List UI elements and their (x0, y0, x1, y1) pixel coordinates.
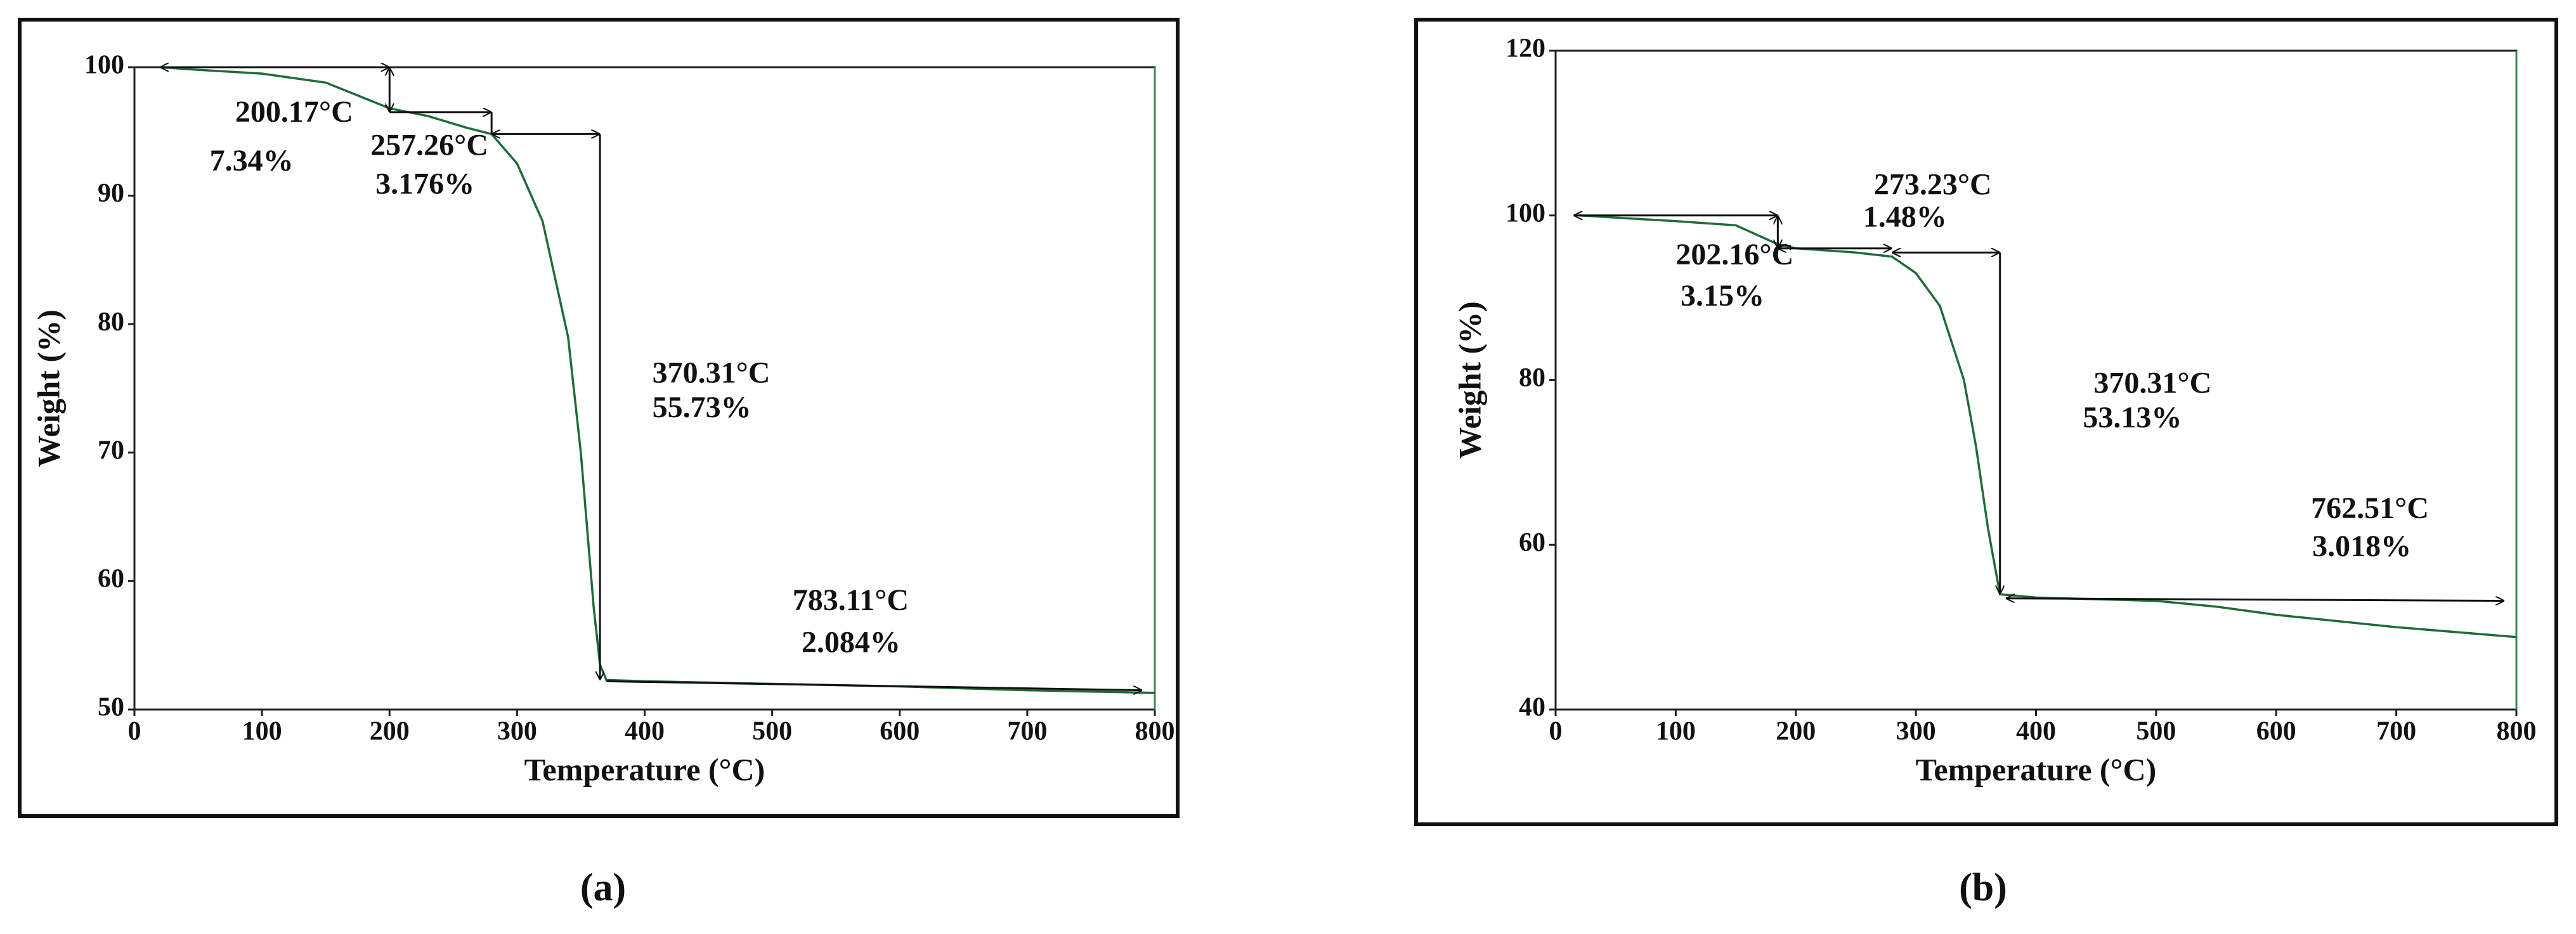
x-tick-label: 300 (1896, 717, 1936, 746)
annotation: 7.34% (210, 144, 294, 178)
x-tick-label: 300 (497, 717, 537, 746)
y-axis-title: Weight (%) (30, 309, 66, 467)
x-tick-label: 500 (752, 717, 792, 746)
panel-label: (b) (1959, 866, 2007, 909)
annotation: 3.176% (375, 167, 474, 200)
annotation: 762.51°C (2311, 491, 2429, 525)
annotation: 273.23°C (1874, 168, 1992, 202)
x-tick-label: 0 (128, 717, 141, 746)
annotation: 2.084% (802, 626, 901, 659)
annotation: 3.15% (1681, 279, 1764, 313)
x-tick-label: 700 (1007, 717, 1047, 746)
panel: 0 100 200 300 400 500 600 700 800 40 60 80 100 120 Tem… (1414, 18, 2558, 909)
x-tick-label: 200 (1776, 717, 1816, 746)
panel-frame (18, 18, 1180, 818)
x-tick-label: 800 (1135, 717, 1175, 746)
x-tick-label: 400 (625, 717, 665, 746)
x-tick-label: 600 (880, 717, 920, 746)
x-tick-label: 200 (370, 717, 410, 746)
y-tick-label: 80 (98, 308, 124, 337)
y-tick-label: 60 (98, 564, 124, 593)
annotation: 1.48% (1863, 200, 1947, 233)
panel-label: (a) (580, 866, 626, 909)
y-tick-label: 100 (84, 51, 124, 80)
panel: 0 100 200 300 400 500 600 700 800 50 60 70 80 90 100 Te… (18, 18, 1180, 909)
x-tick-label: 600 (2256, 717, 2296, 746)
y-tick-label: 120 (1506, 34, 1545, 63)
x-tick-label: 500 (2136, 717, 2176, 746)
y-tick-label: 80 (1519, 363, 1545, 392)
x-tick-label: 700 (2376, 717, 2416, 746)
annotation-arrow (606, 680, 1142, 690)
x-tick-label: 400 (2016, 717, 2056, 746)
annotation: 370.31°C (653, 356, 771, 389)
x-tick-label: 0 (1549, 717, 1563, 746)
annotation: 200.17°C (235, 95, 353, 129)
annotation: 783.11°C (793, 583, 909, 617)
y-tick-label: 40 (1519, 693, 1545, 722)
annotation-arrow (2006, 599, 2504, 601)
x-tick-label: 800 (2497, 717, 2537, 746)
plot-area (1554, 49, 2518, 711)
annotation: 3.018% (2312, 529, 2411, 563)
y-tick-label: 70 (98, 436, 124, 465)
annotation: 53.13% (2083, 401, 2182, 434)
y-tick-label: 100 (1506, 198, 1545, 228)
annotation: 55.73% (653, 391, 751, 424)
y-axis-title: Weight (%) (1452, 301, 1487, 459)
panel-frame (1414, 18, 2558, 826)
x-tick-label: 100 (242, 717, 282, 746)
y-tick-label: 90 (98, 179, 124, 208)
annotation: 370.31°C (2093, 366, 2211, 400)
x-axis-title: Temperature (°C) (1916, 751, 2157, 787)
y-tick-label: 60 (1519, 528, 1545, 557)
x-axis-title: Temperature (°C) (524, 751, 765, 787)
annotation: 202.16°C (1675, 238, 1793, 271)
y-tick-label: 50 (98, 693, 124, 722)
x-tick-label: 100 (1656, 717, 1696, 746)
annotation: 257.26°C (370, 129, 488, 162)
